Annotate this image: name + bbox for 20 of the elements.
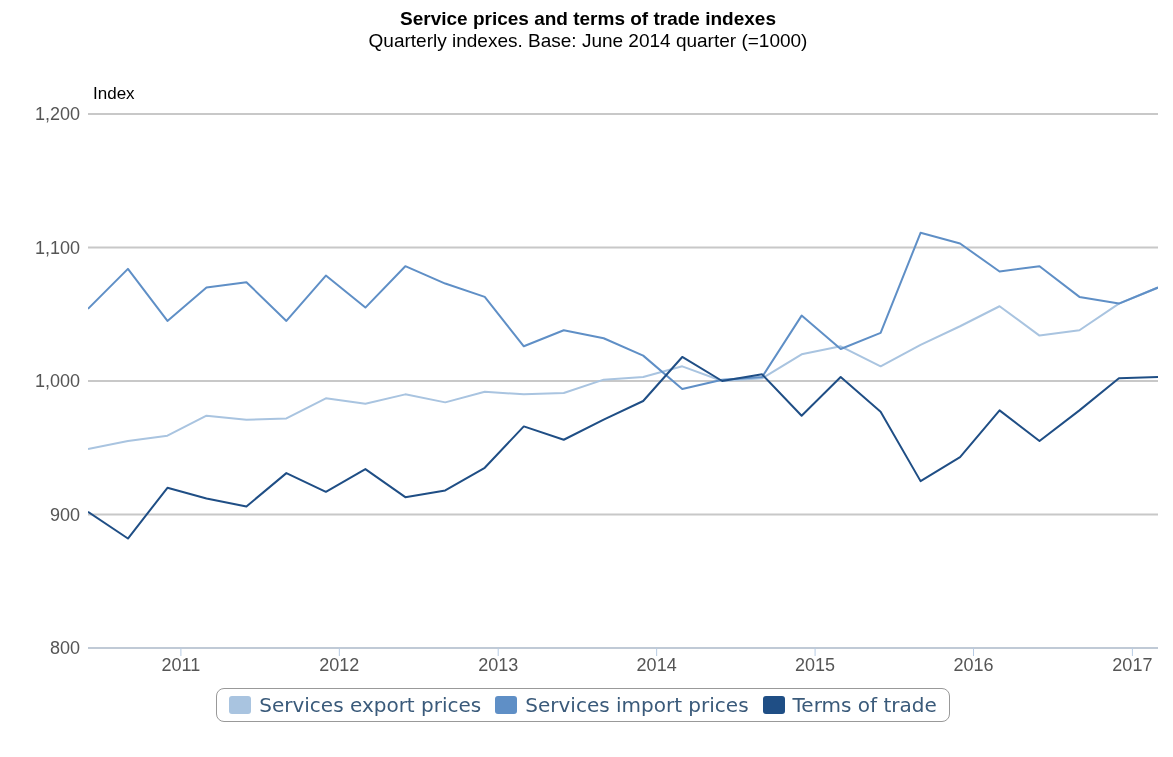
line-series	[88, 355, 1158, 540]
legend-label: Terms of trade	[792, 693, 937, 717]
x-tick-label: 2011	[161, 654, 201, 675]
chart-subtitle: Quarterly indexes. Base: June 2014 quarter (=1000)	[367, 30, 809, 52]
legend-label: Services export prices	[259, 693, 482, 717]
y-axis-title: Index	[93, 84, 135, 104]
x-tick-label: 2015	[795, 654, 836, 675]
y-tick-label: 900	[49, 504, 80, 525]
chart-title: Service prices and terms of trade indexes	[399, 8, 777, 30]
x-tick-label: 2012	[319, 654, 360, 675]
x-tick-label: 2014	[636, 654, 677, 675]
x-tick-label: 2016	[953, 654, 994, 675]
x-tick-label: 2013	[478, 654, 519, 675]
y-tick-label: 800	[49, 638, 80, 659]
line-series	[88, 231, 1158, 391]
y-tick-label: 1,000	[34, 371, 80, 392]
y-tick-label: 1,100	[34, 237, 80, 258]
legend-label: Services import prices	[525, 693, 749, 717]
y-tick-label: 1,200	[34, 104, 80, 125]
x-tick-label: 2017	[1112, 654, 1153, 675]
